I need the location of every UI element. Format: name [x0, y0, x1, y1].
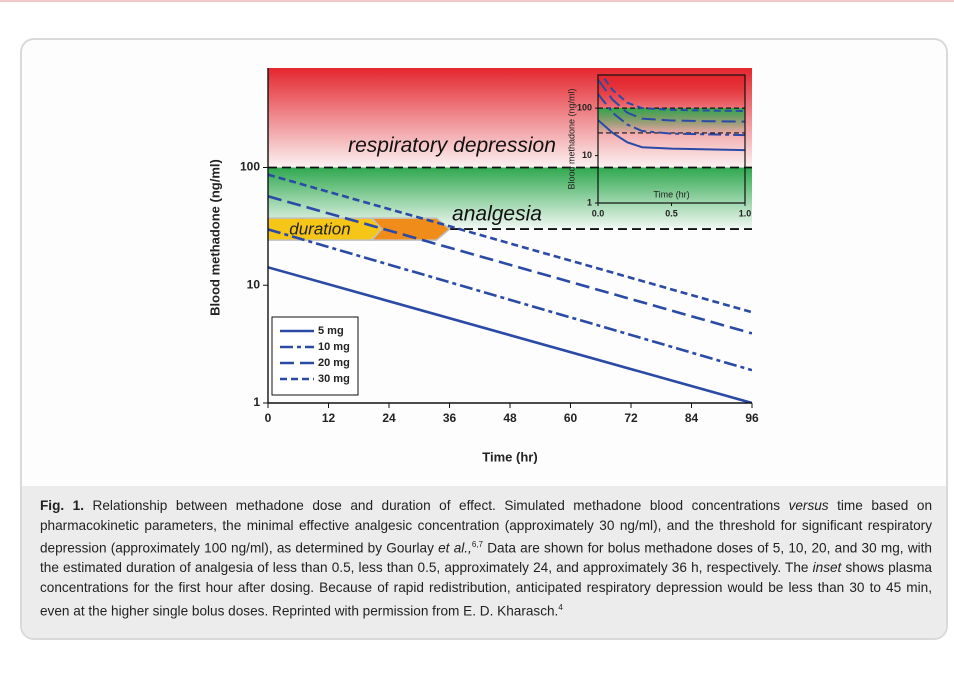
x-tick-label: 60	[564, 411, 578, 425]
series-line	[268, 195, 752, 335]
x-tick-label: 24	[382, 411, 396, 425]
y-tick-label: 1	[587, 197, 592, 207]
series-line	[600, 75, 745, 113]
x-tick-label: 48	[503, 411, 517, 425]
series-line	[598, 119, 745, 152]
x-axis-label: Time (hr)	[482, 449, 537, 464]
x-tick-label: 1.0	[739, 208, 752, 218]
caption-italic: inset	[812, 560, 842, 576]
figure: respiratory depression analgesia duration 0…	[207, 68, 759, 464]
y-tick-label: 100	[240, 160, 260, 174]
legend-label: 20 mg	[318, 357, 350, 369]
y-axis-label: Blood methadone (ng/ml)	[207, 159, 222, 316]
arrow-label: duration	[289, 220, 350, 239]
caption-label: Fig. 1.	[40, 498, 85, 513]
x-tick-label: 72	[624, 411, 638, 425]
legend: 5 mg 10 mg 20 mg 30 mg	[271, 316, 359, 396]
zone-label: respiratory depression	[348, 134, 556, 157]
x-tick-label: 96	[745, 411, 759, 425]
series-line	[268, 173, 752, 314]
x-tick-label: 0.0	[592, 208, 605, 218]
duration-arrow	[370, 217, 451, 241]
x-tick-label: 36	[443, 411, 457, 425]
caption-text: Data are shown for bolus methadone doses…	[40, 540, 932, 576]
y-tick-label: 1	[253, 395, 260, 409]
caption-text: Relationship between methadone dose and …	[84, 498, 789, 513]
caption-text: shows plasma concentrations for the firs…	[40, 560, 932, 619]
caption-ref: 4	[558, 602, 563, 612]
zone-label: analgesia	[452, 203, 542, 226]
legend-label: 10 mg	[318, 341, 350, 353]
chart-1: 0.0 0.5 1.0 1 10 100 Time (hr) Blood methadone …	[566, 74, 752, 218]
caption-ref: 6,7	[471, 540, 483, 550]
y-axis-label: Blood methadone (ng/ml)	[566, 88, 576, 189]
caption: Fig. 1. Relationship between methadone d…	[40, 496, 932, 621]
y-tick-label: 100	[577, 103, 592, 113]
caption-italic: et al.,	[438, 540, 472, 556]
series-line	[598, 93, 745, 137]
x-axis-label: Time (hr)	[653, 189, 689, 199]
series-line	[268, 266, 752, 403]
legend-label: 5 mg	[318, 325, 344, 337]
top-rule	[0, 0, 954, 2]
caption-box: Fig. 1. Relationship between methadone d…	[22, 486, 946, 638]
y-tick-label: 10	[247, 277, 261, 291]
x-tick-label: 12	[322, 411, 336, 425]
x-tick-label: 84	[685, 411, 699, 425]
figure-card: Fig. 1. Relationship between methadone d…	[20, 38, 948, 640]
x-tick-label: 0	[265, 411, 272, 425]
caption-italic: versus	[788, 498, 829, 513]
x-tick-label: 0.5	[665, 208, 678, 218]
zone	[598, 75, 745, 109]
legend-label: 30 mg	[318, 373, 350, 385]
series-line	[598, 79, 745, 123]
series-line	[268, 228, 752, 372]
y-tick-label: 10	[582, 150, 592, 160]
caption-text: time based on pharmacokinetic parameters…	[40, 498, 933, 556]
